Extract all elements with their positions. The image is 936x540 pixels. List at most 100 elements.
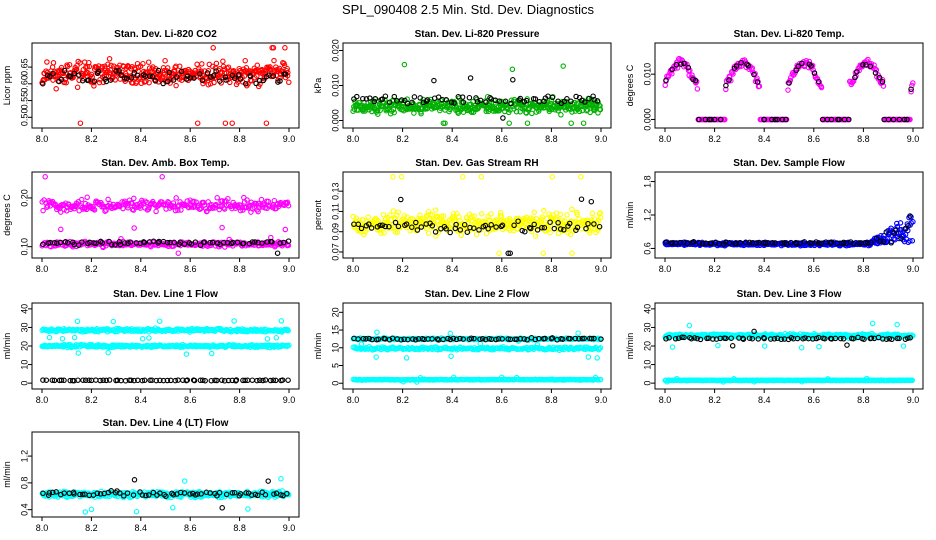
- data-point: [506, 120, 512, 126]
- y-tick-label: 0.11: [330, 203, 340, 220]
- data-point: [586, 95, 592, 102]
- data-point: [252, 68, 258, 74]
- data-point: [155, 67, 162, 74]
- data-point: [207, 74, 214, 80]
- data-point: [568, 120, 574, 126]
- series-avg: [663, 59, 914, 123]
- panel-title: Stan. Dev. Line 2 Flow: [425, 289, 530, 300]
- data-point: [50, 77, 56, 83]
- data-point: [420, 99, 427, 106]
- data-point: [282, 71, 289, 77]
- x-tick-label: 8.0: [347, 264, 360, 274]
- data-point: [141, 72, 147, 78]
- x-tick-label: 8.8: [545, 264, 558, 274]
- data-point: [145, 59, 152, 65]
- x-tick-label: 8.2: [708, 395, 721, 405]
- data-point: [222, 74, 228, 80]
- data-point: [162, 57, 168, 64]
- y-tick-label: 0.10: [19, 238, 29, 256]
- y-axis-label: ml/min: [313, 333, 323, 360]
- data-point: [42, 174, 48, 180]
- panel-title: Stan. Dev. Li-820 Pressure: [415, 29, 540, 40]
- data-point: [107, 70, 113, 76]
- data-point: [448, 99, 455, 106]
- data-point: [417, 95, 423, 101]
- y-tick-label: 0.6: [642, 242, 652, 255]
- data-point: [524, 120, 531, 126]
- data-point: [223, 77, 229, 83]
- data-point: [249, 377, 256, 383]
- x-tick-label: 8.2: [708, 264, 721, 274]
- panel-title: Stan. Dev. Sample Flow: [733, 158, 845, 169]
- data-point: [210, 73, 217, 79]
- data-point: [285, 377, 291, 383]
- data-point: [391, 109, 397, 116]
- data-point: [76, 77, 82, 84]
- data-point: [365, 214, 371, 220]
- data-point: [523, 97, 530, 104]
- data-point: [281, 62, 288, 69]
- panel-title: Stan. Dev. Line 3 Flow: [737, 289, 842, 300]
- data-point: [541, 98, 547, 105]
- panel-title: Stan. Dev. Amb. Box Temp.: [101, 158, 229, 169]
- x-tick-label: 8.2: [85, 395, 98, 405]
- x-tick-label: 8.2: [396, 264, 409, 274]
- data-point: [166, 69, 173, 76]
- x-tick-label: 8.4: [135, 134, 148, 144]
- data-point: [580, 120, 587, 126]
- x-tick-label: 9.0: [907, 395, 920, 405]
- x-tick-label: 8.0: [36, 395, 49, 405]
- data-point: [460, 174, 466, 180]
- panel-ambbox: Stan. Dev. Amb. Box Temp.degrees C8.0 8.2…: [2, 158, 300, 274]
- plot-frame: [31, 42, 300, 129]
- data-point: [529, 110, 535, 117]
- plot-frame: [342, 171, 612, 259]
- data-point: [241, 73, 248, 79]
- data-point: [810, 67, 816, 73]
- y-tick-label: 0.20: [19, 189, 29, 207]
- data-point: [93, 377, 99, 383]
- data-point: [116, 67, 122, 74]
- data-point: [398, 97, 405, 103]
- data-point: [74, 84, 81, 91]
- data-point: [540, 250, 547, 256]
- data-point: [161, 67, 168, 74]
- data-point: [95, 68, 102, 75]
- data-point: [138, 80, 145, 87]
- data-point: [213, 60, 220, 67]
- data-point: [360, 95, 366, 102]
- data-point: [242, 80, 249, 87]
- series-all: [350, 61, 604, 126]
- y-tick-label: 10: [330, 343, 340, 353]
- data-point: [194, 120, 201, 126]
- data-point: [217, 78, 223, 84]
- data-point: [591, 97, 598, 103]
- x-tick-label: 9.0: [283, 264, 296, 274]
- data-point: [594, 98, 601, 104]
- y-tick-label: 0.07: [330, 243, 340, 261]
- data-point: [85, 77, 92, 83]
- x-tick-label: 8.6: [496, 134, 509, 144]
- data-point: [196, 68, 202, 74]
- y-tick-label: 30: [642, 322, 652, 332]
- data-point: [382, 96, 388, 103]
- data-point: [219, 74, 225, 81]
- data-point: [588, 198, 595, 205]
- x-tick-label: 8.4: [446, 264, 459, 274]
- data-point: [816, 343, 822, 350]
- data-point: [594, 355, 600, 361]
- data-point: [213, 68, 219, 74]
- data-point: [176, 63, 183, 70]
- data-point: [242, 57, 248, 64]
- data-point: [63, 79, 69, 86]
- data-point: [77, 120, 84, 126]
- data-point: [487, 94, 493, 101]
- data-point: [558, 112, 564, 118]
- x-tick-label: 8.0: [659, 395, 672, 405]
- data-point: [798, 344, 805, 351]
- data-point: [425, 230, 432, 236]
- data-point: [271, 57, 277, 64]
- data-point: [131, 225, 137, 231]
- data-point: [575, 330, 581, 336]
